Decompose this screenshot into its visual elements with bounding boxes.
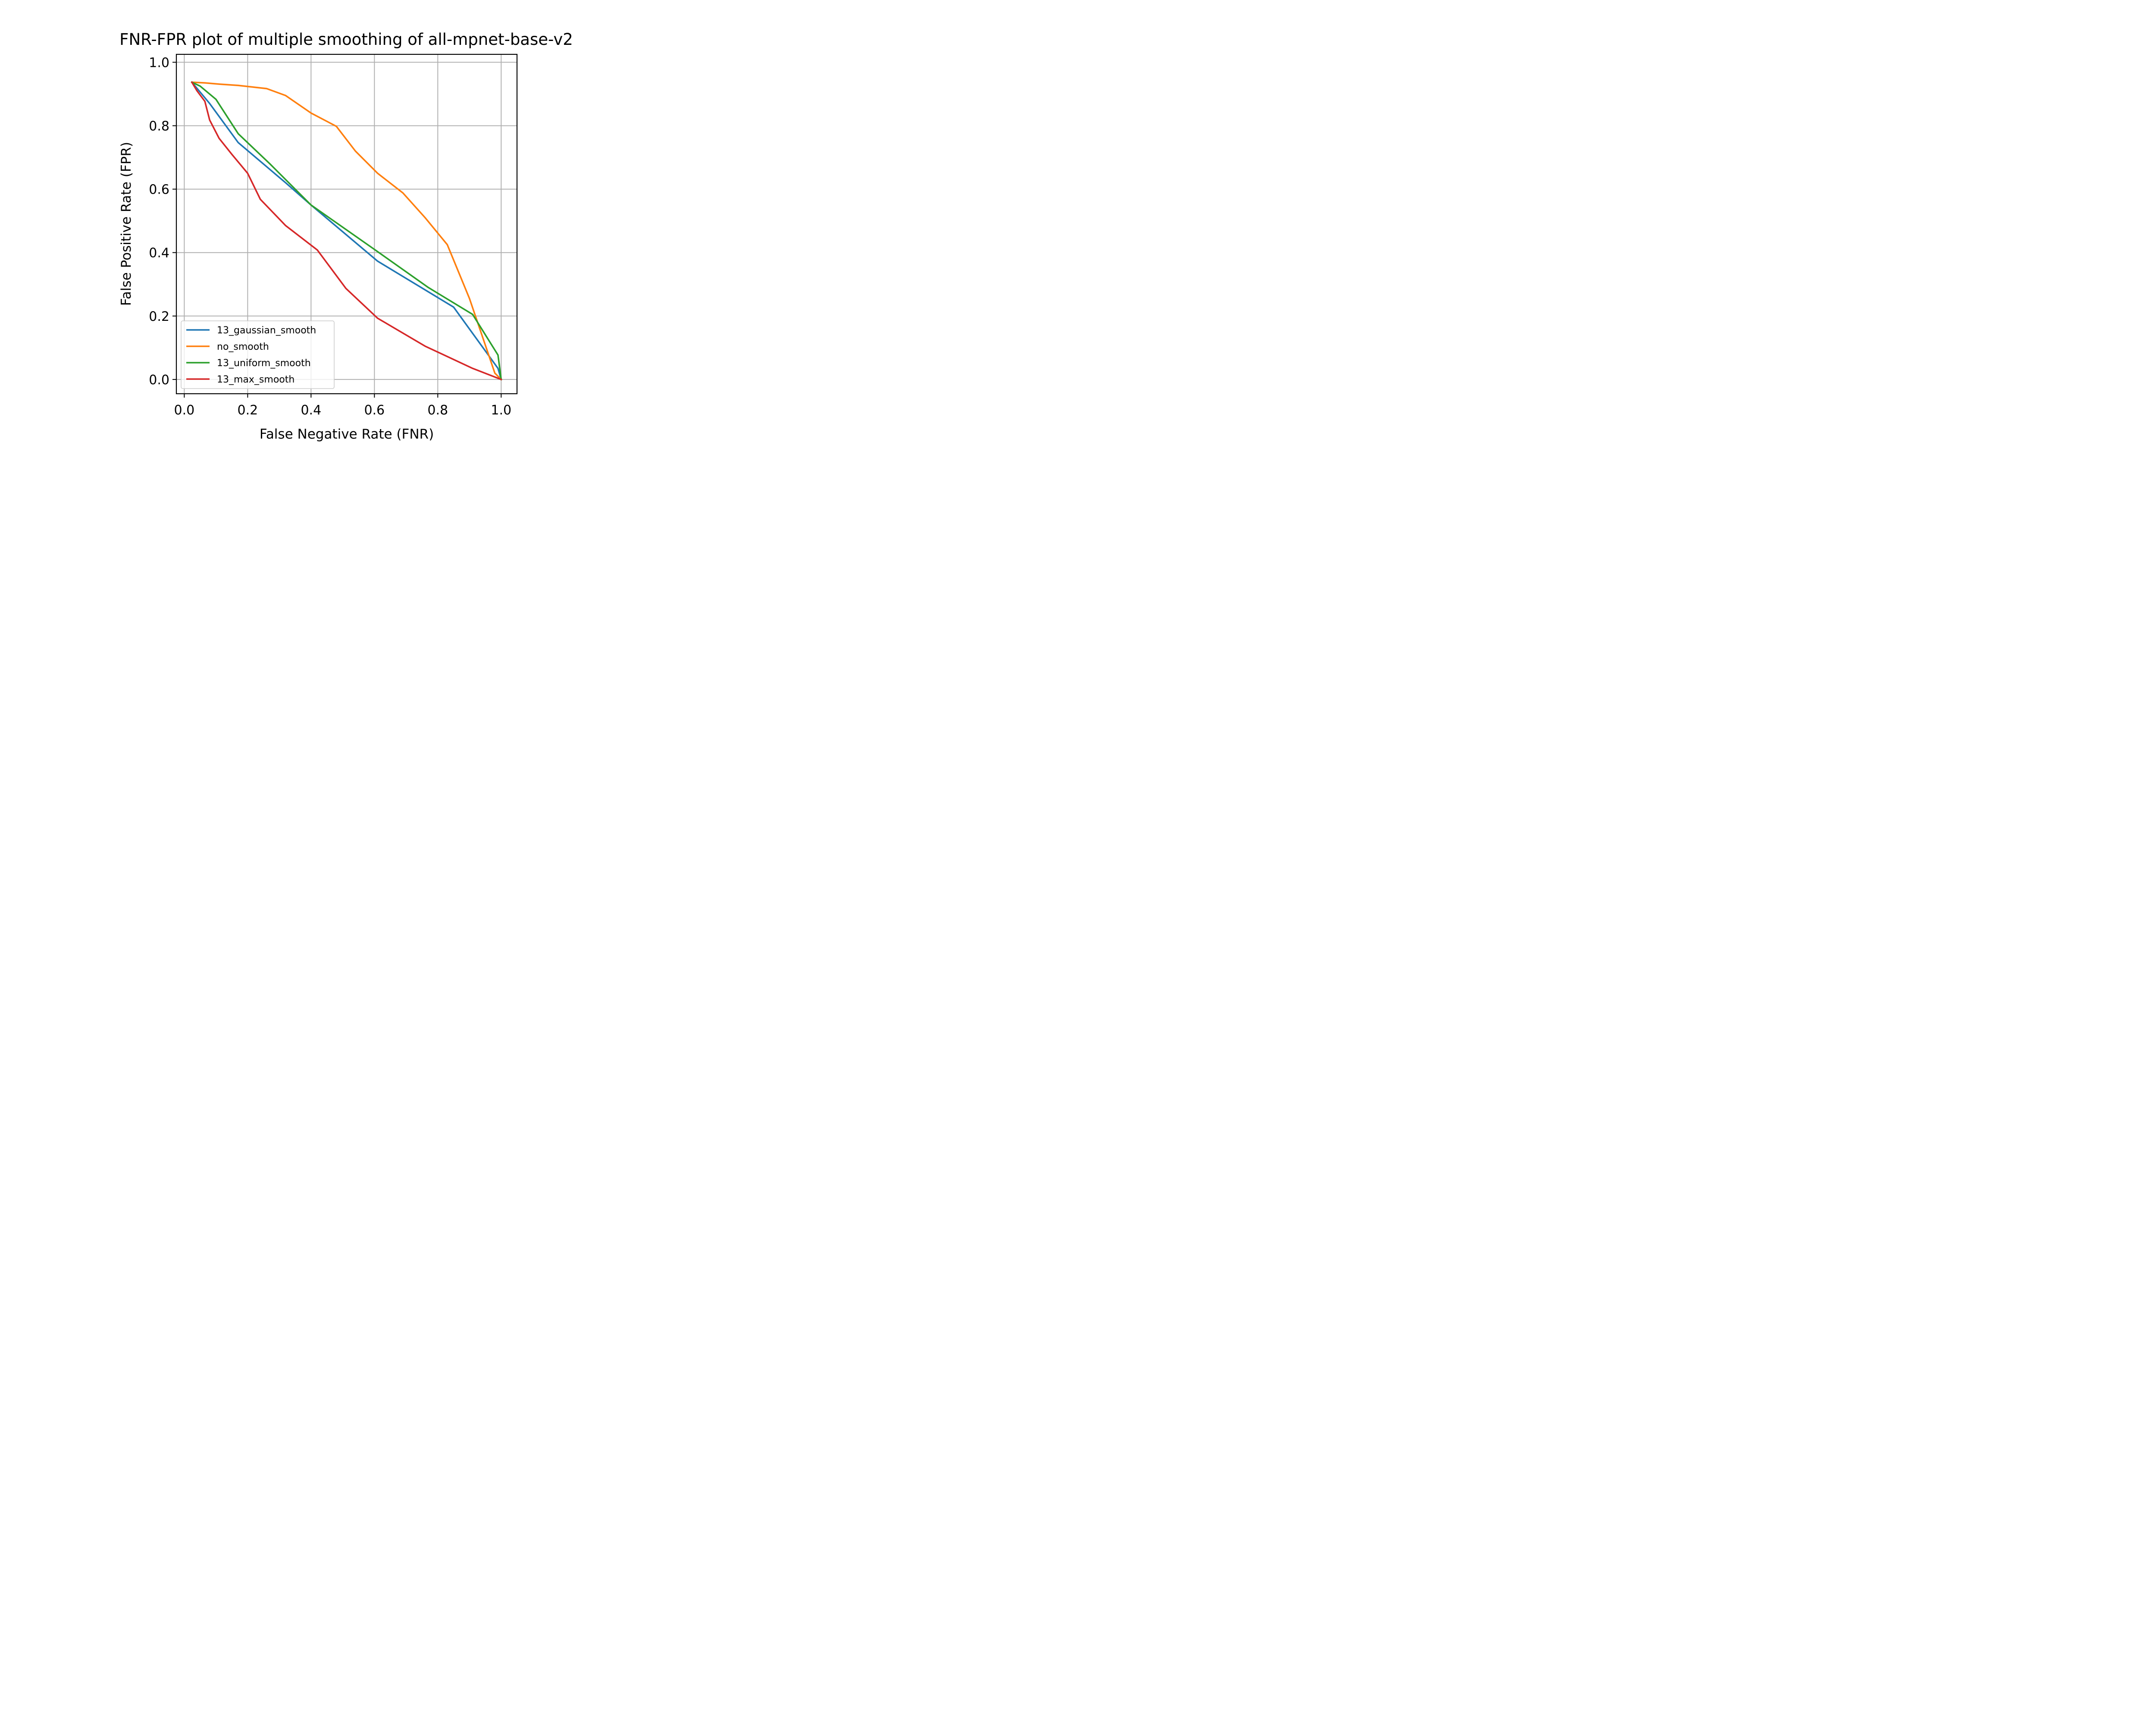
plot-series bbox=[191, 81, 502, 381]
legend-label: no_smooth bbox=[217, 342, 269, 352]
series-line-13-uniform-smooth bbox=[191, 81, 502, 380]
y-tick-label: 0.6 bbox=[149, 182, 169, 198]
y-tick-label: 0.4 bbox=[149, 246, 169, 261]
y-tick-label: 0.0 bbox=[149, 373, 169, 388]
axis-ticks: 0.0 0.2 0.4 0.6 0.8 1.0 0.0 0.2 0.4 0.6 0.8 1.0 bbox=[149, 55, 511, 418]
x-tick-label: 0.2 bbox=[237, 403, 258, 418]
x-axis-label: False Negative Rate (FNR) bbox=[260, 427, 434, 442]
legend-label: 13_uniform_smooth bbox=[217, 358, 311, 369]
legend-label: 13_max_smooth bbox=[217, 374, 295, 385]
x-tick-label: 0.8 bbox=[427, 403, 448, 418]
series-line-no-smooth bbox=[191, 81, 502, 381]
plot-frame bbox=[175, 53, 518, 395]
fnr-fpr-chart: FNR-FPR plot of multiple smoothing of al… bbox=[119, 30, 573, 442]
x-tick-label: 1.0 bbox=[491, 403, 511, 418]
legend-label: 13_gaussian_smooth bbox=[217, 325, 316, 336]
y-tick-label: 1.0 bbox=[149, 55, 169, 70]
x-tick-label: 0.0 bbox=[174, 403, 195, 418]
x-tick-label: 0.6 bbox=[364, 403, 385, 418]
x-tick-label: 0.4 bbox=[301, 403, 321, 418]
series-line-13-max-smooth bbox=[191, 81, 502, 381]
y-axis-label: False Positive Rate (FPR) bbox=[119, 142, 134, 306]
chart-title: FNR-FPR plot of multiple smoothing of al… bbox=[119, 30, 573, 49]
y-tick-label: 0.2 bbox=[149, 309, 169, 324]
legend: 13_gaussian_smooth no_smooth 13_uniform_sm… bbox=[181, 320, 335, 389]
legend-box bbox=[181, 320, 335, 389]
y-tick-label: 0.8 bbox=[149, 119, 169, 134]
